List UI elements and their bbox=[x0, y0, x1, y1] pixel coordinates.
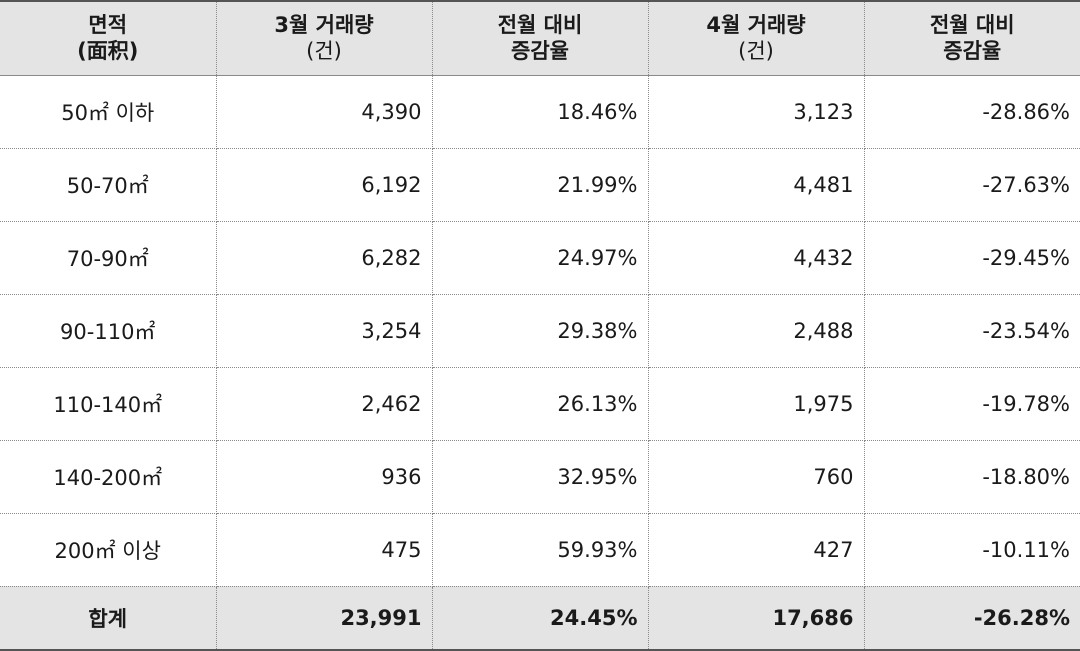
april-change-cell: -10.11% bbox=[864, 513, 1080, 587]
header-area-line1: 면적 bbox=[88, 13, 128, 38]
march-change-cell: 32.95% bbox=[432, 440, 649, 514]
header-row: 면적 (面积) 3월 거래량 (건) 전월 대비 증감율 4월 거래량 (건) … bbox=[0, 0, 1080, 76]
total-march-change: 24.45% bbox=[432, 586, 649, 651]
table-row: 140-200㎡ 936 32.95% 760 -18.80% bbox=[0, 440, 1080, 514]
april-volume-cell: 2,488 bbox=[648, 294, 865, 368]
area-cell: 110-140㎡ bbox=[0, 367, 217, 441]
march-volume-cell: 475 bbox=[216, 513, 433, 587]
table-row: 50-70㎡ 6,192 21.99% 4,481 -27.63% bbox=[0, 148, 1080, 222]
table-row: 200㎡ 이상 475 59.93% 427 -10.11% bbox=[0, 513, 1080, 587]
april-change-cell: -23.54% bbox=[864, 294, 1080, 368]
header-march-volume-unit: (건) bbox=[306, 39, 342, 64]
total-april-volume: 17,686 bbox=[648, 586, 865, 651]
march-volume-cell: 6,282 bbox=[216, 221, 433, 295]
header-april-change: 전월 대비 증감율 bbox=[864, 0, 1080, 76]
march-volume-cell: 4,390 bbox=[216, 75, 433, 149]
header-april-change-line2: 증감율 bbox=[943, 39, 1002, 64]
april-volume-cell: 427 bbox=[648, 513, 865, 587]
header-april-change-line1: 전월 대비 bbox=[929, 13, 1015, 38]
march-change-cell: 21.99% bbox=[432, 148, 649, 222]
header-march-volume-line1: 3월 거래량 bbox=[274, 13, 374, 38]
table-row: 110-140㎡ 2,462 26.13% 1,975 -19.78% bbox=[0, 367, 1080, 441]
april-change-cell: -19.78% bbox=[864, 367, 1080, 441]
april-change-cell: -27.63% bbox=[864, 148, 1080, 222]
total-row: 합계 23,991 24.45% 17,686 -26.28% bbox=[0, 586, 1080, 651]
march-change-cell: 18.46% bbox=[432, 75, 649, 149]
table-row: 50㎡ 이하 4,390 18.46% 3,123 -28.86% bbox=[0, 75, 1080, 149]
area-cell: 50-70㎡ bbox=[0, 148, 217, 222]
march-volume-cell: 2,462 bbox=[216, 367, 433, 441]
march-volume-cell: 3,254 bbox=[216, 294, 433, 368]
area-cell: 70-90㎡ bbox=[0, 221, 217, 295]
total-april-change: -26.28% bbox=[864, 586, 1080, 651]
area-cell: 50㎡ 이하 bbox=[0, 75, 217, 149]
april-volume-cell: 760 bbox=[648, 440, 865, 514]
april-change-cell: -28.86% bbox=[864, 75, 1080, 149]
march-change-cell: 29.38% bbox=[432, 294, 649, 368]
area-cell: 140-200㎡ bbox=[0, 440, 217, 514]
header-april-volume: 4월 거래량 (건) bbox=[648, 0, 865, 76]
header-area: 면적 (面积) bbox=[0, 0, 217, 76]
april-volume-cell: 1,975 bbox=[648, 367, 865, 441]
march-volume-cell: 6,192 bbox=[216, 148, 433, 222]
march-change-cell: 26.13% bbox=[432, 367, 649, 441]
table-row: 70-90㎡ 6,282 24.97% 4,432 -29.45% bbox=[0, 221, 1080, 295]
april-volume-cell: 3,123 bbox=[648, 75, 865, 149]
header-april-volume-line1: 4월 거래량 bbox=[706, 13, 806, 38]
header-area-line2: (面积) bbox=[77, 39, 139, 64]
header-april-volume-unit: (건) bbox=[738, 39, 774, 64]
table-row: 90-110㎡ 3,254 29.38% 2,488 -23.54% bbox=[0, 294, 1080, 368]
area-cell: 90-110㎡ bbox=[0, 294, 217, 368]
april-change-cell: -29.45% bbox=[864, 221, 1080, 295]
header-march-volume: 3월 거래량 (건) bbox=[216, 0, 433, 76]
header-march-change: 전월 대비 증감율 bbox=[432, 0, 649, 76]
total-label: 합계 bbox=[0, 586, 217, 651]
header-march-change-line1: 전월 대비 bbox=[497, 13, 583, 38]
header-march-change-line2: 증감율 bbox=[511, 39, 569, 64]
april-volume-cell: 4,481 bbox=[648, 148, 865, 222]
april-volume-cell: 4,432 bbox=[648, 221, 865, 295]
march-change-cell: 59.93% bbox=[432, 513, 649, 587]
area-cell: 200㎡ 이상 bbox=[0, 513, 217, 587]
march-change-cell: 24.97% bbox=[432, 221, 649, 295]
total-march-volume: 23,991 bbox=[216, 586, 433, 651]
march-volume-cell: 936 bbox=[216, 440, 433, 514]
april-change-cell: -18.80% bbox=[864, 440, 1080, 514]
